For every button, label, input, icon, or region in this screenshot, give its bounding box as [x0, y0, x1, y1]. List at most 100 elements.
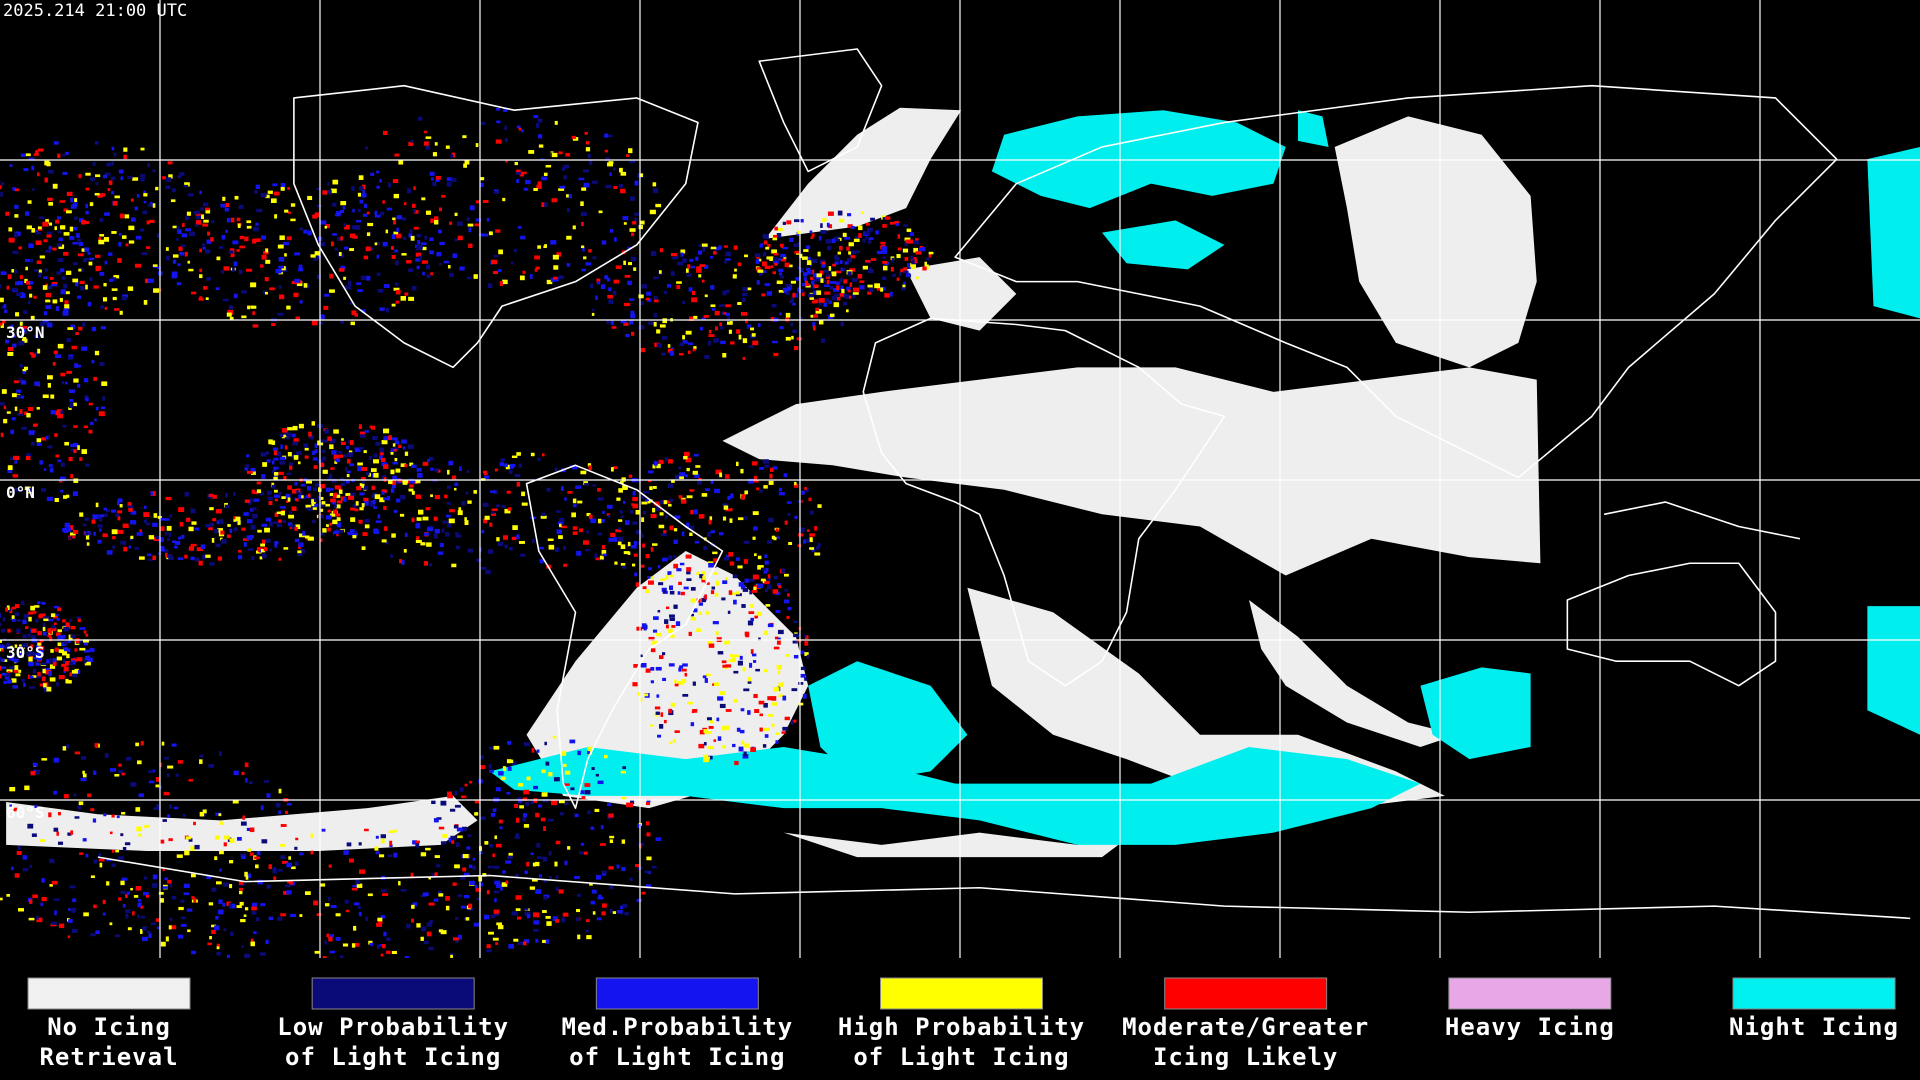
speckle [487, 283, 493, 289]
speckle [278, 256, 285, 262]
speckle [763, 234, 769, 240]
speckle [14, 460, 18, 464]
speckle [494, 468, 498, 472]
speckle [696, 268, 702, 273]
speckle [41, 878, 45, 883]
speckle [504, 463, 508, 467]
speckle [244, 467, 249, 471]
speckle [16, 619, 22, 622]
speckle [68, 389, 75, 394]
speckle [350, 492, 356, 496]
speckle [483, 518, 488, 524]
speckle [313, 900, 319, 906]
speckle [62, 746, 67, 751]
speckle [383, 497, 388, 501]
speckle [520, 235, 526, 240]
speckle [299, 227, 303, 231]
speckle [64, 291, 70, 295]
speckle [317, 496, 321, 500]
speckle [748, 345, 754, 348]
speckle [771, 702, 778, 706]
speckle [383, 428, 390, 434]
speckle [719, 691, 726, 695]
speckle [27, 200, 32, 204]
graticule [0, 0, 1920, 958]
speckle [428, 902, 435, 906]
speckle [543, 172, 548, 177]
speckle [63, 626, 70, 632]
speckle [880, 287, 884, 292]
speckle [648, 321, 655, 325]
speckle [417, 509, 424, 515]
speckle [682, 335, 685, 340]
speckle [812, 322, 816, 327]
speckle [449, 953, 454, 957]
speckle [338, 529, 345, 533]
speckle [811, 280, 815, 285]
speckle [574, 813, 579, 818]
speckle [704, 582, 710, 585]
speckle [79, 627, 86, 630]
speckle [743, 743, 750, 748]
speckle [304, 891, 311, 895]
speckle [13, 288, 18, 292]
speckle [89, 202, 94, 207]
speckle [635, 509, 640, 515]
speckle [900, 268, 904, 273]
speckle [22, 331, 28, 335]
speckle [752, 461, 758, 466]
speckle [748, 611, 755, 615]
speckle [320, 502, 324, 508]
speckle [185, 836, 192, 840]
speckle [648, 470, 654, 474]
speckle [285, 432, 292, 437]
speckle [795, 276, 800, 281]
speckle [336, 533, 339, 537]
speckle [450, 154, 454, 158]
speckle [19, 364, 23, 368]
speckle [493, 909, 500, 914]
speckle [117, 856, 124, 860]
speckle [742, 587, 749, 592]
speckle [673, 539, 678, 544]
speckle [468, 227, 472, 233]
speckle [35, 618, 39, 623]
speckle [320, 532, 325, 536]
speckle [375, 520, 382, 524]
speckle [553, 276, 558, 280]
speckle [171, 271, 178, 277]
speckle [335, 504, 341, 509]
speckle [806, 260, 812, 265]
speckle [461, 826, 468, 832]
speckle [168, 925, 172, 930]
speckle [172, 259, 177, 264]
speckle [165, 532, 168, 536]
speckle [681, 668, 687, 672]
speckle [104, 753, 109, 758]
speckle [608, 299, 613, 304]
speckle [67, 648, 71, 653]
speckle [791, 688, 798, 692]
speckle [859, 280, 865, 283]
speckle [750, 617, 754, 622]
speckle [674, 683, 679, 687]
speckle [607, 294, 613, 299]
speckle [280, 506, 286, 509]
speckle [299, 300, 303, 304]
speckle [92, 514, 99, 520]
speckle [35, 232, 41, 235]
speckle [252, 324, 259, 328]
speckle [388, 435, 392, 441]
speckle [682, 300, 686, 305]
speckle [152, 169, 156, 173]
speckle [334, 460, 338, 464]
speckle [45, 305, 52, 310]
speckle [143, 891, 149, 896]
speckle [53, 827, 59, 832]
speckle [694, 473, 700, 478]
speckle [391, 234, 396, 240]
speckle [641, 533, 644, 538]
speckle [451, 840, 455, 844]
speckle [109, 768, 117, 772]
speckle [586, 530, 589, 534]
